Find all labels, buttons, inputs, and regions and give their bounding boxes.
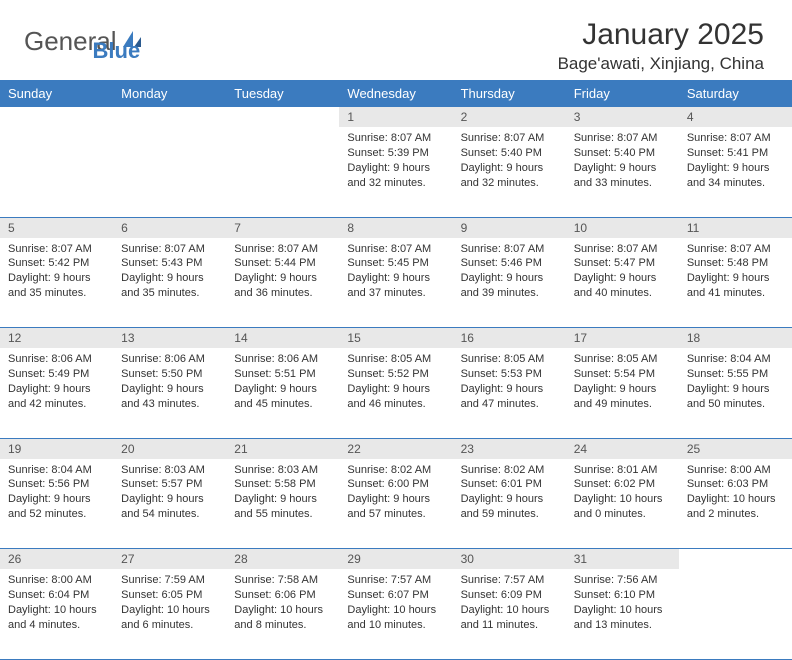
day-number: 13	[113, 328, 226, 348]
page-subtitle: Bage'awati, Xinjiang, China	[558, 54, 764, 74]
data-row: Sunrise: 8:07 AMSunset: 5:39 PMDaylight:…	[0, 127, 792, 217]
day-data: Sunrise: 8:07 AMSunset: 5:43 PMDaylight:…	[113, 238, 226, 309]
data-row: Sunrise: 8:04 AMSunset: 5:56 PMDaylight:…	[0, 459, 792, 549]
day-data: Sunrise: 8:04 AMSunset: 5:56 PMDaylight:…	[0, 459, 113, 530]
day-number: 29	[339, 549, 452, 569]
day-data: Sunrise: 7:57 AMSunset: 6:09 PMDaylight:…	[453, 569, 566, 640]
day-data	[679, 569, 792, 581]
day-number: 7	[226, 218, 339, 238]
day-data: Sunrise: 7:59 AMSunset: 6:05 PMDaylight:…	[113, 569, 226, 640]
day-data: Sunrise: 8:06 AMSunset: 5:50 PMDaylight:…	[113, 348, 226, 419]
day-number	[679, 549, 792, 569]
day-data: Sunrise: 8:01 AMSunset: 6:02 PMDaylight:…	[566, 459, 679, 530]
day-number	[226, 107, 339, 127]
day-data: Sunrise: 8:06 AMSunset: 5:51 PMDaylight:…	[226, 348, 339, 419]
day-data: Sunrise: 8:07 AMSunset: 5:41 PMDaylight:…	[679, 127, 792, 198]
day-data: Sunrise: 7:57 AMSunset: 6:07 PMDaylight:…	[339, 569, 452, 640]
title-block: January 2025 Bage'awati, Xinjiang, China	[558, 18, 764, 74]
day-number: 23	[453, 439, 566, 459]
day-number: 22	[339, 439, 452, 459]
day-data: Sunrise: 8:03 AMSunset: 5:58 PMDaylight:…	[226, 459, 339, 530]
day-number: 26	[0, 549, 113, 569]
weekday-header-row: SundayMondayTuesdayWednesdayThursdayFrid…	[0, 80, 792, 107]
day-data: Sunrise: 8:05 AMSunset: 5:54 PMDaylight:…	[566, 348, 679, 419]
weekday-header: Thursday	[453, 80, 566, 107]
day-number	[113, 107, 226, 127]
day-number: 5	[0, 218, 113, 238]
day-data: Sunrise: 8:02 AMSunset: 6:01 PMDaylight:…	[453, 459, 566, 530]
day-number: 8	[339, 218, 452, 238]
weekday-header: Monday	[113, 80, 226, 107]
weekday-header: Tuesday	[226, 80, 339, 107]
day-data: Sunrise: 8:07 AMSunset: 5:42 PMDaylight:…	[0, 238, 113, 309]
day-data: Sunrise: 8:05 AMSunset: 5:52 PMDaylight:…	[339, 348, 452, 419]
day-number: 31	[566, 549, 679, 569]
day-number: 1	[339, 107, 452, 127]
daynum-row: 12131415161718	[0, 328, 792, 349]
day-data: Sunrise: 8:07 AMSunset: 5:40 PMDaylight:…	[453, 127, 566, 198]
day-data: Sunrise: 8:07 AMSunset: 5:45 PMDaylight:…	[339, 238, 452, 309]
day-data: Sunrise: 8:00 AMSunset: 6:04 PMDaylight:…	[0, 569, 113, 640]
day-number: 19	[0, 439, 113, 459]
day-data: Sunrise: 8:07 AMSunset: 5:40 PMDaylight:…	[566, 127, 679, 198]
daynum-row: 1234	[0, 107, 792, 127]
day-data: Sunrise: 8:00 AMSunset: 6:03 PMDaylight:…	[679, 459, 792, 530]
day-number: 27	[113, 549, 226, 569]
data-row: Sunrise: 8:06 AMSunset: 5:49 PMDaylight:…	[0, 348, 792, 438]
day-number: 9	[453, 218, 566, 238]
day-number: 4	[679, 107, 792, 127]
day-data	[226, 127, 339, 139]
day-number: 11	[679, 218, 792, 238]
logo-text-blue: Blue	[93, 38, 141, 64]
weekday-header: Friday	[566, 80, 679, 107]
day-data: Sunrise: 7:58 AMSunset: 6:06 PMDaylight:…	[226, 569, 339, 640]
day-data: Sunrise: 8:05 AMSunset: 5:53 PMDaylight:…	[453, 348, 566, 419]
daynum-row: 19202122232425	[0, 438, 792, 459]
day-data: Sunrise: 8:03 AMSunset: 5:57 PMDaylight:…	[113, 459, 226, 530]
day-number: 25	[679, 439, 792, 459]
day-data: Sunrise: 7:56 AMSunset: 6:10 PMDaylight:…	[566, 569, 679, 640]
day-number: 2	[453, 107, 566, 127]
day-number: 28	[226, 549, 339, 569]
day-number: 6	[113, 218, 226, 238]
day-data: Sunrise: 8:06 AMSunset: 5:49 PMDaylight:…	[0, 348, 113, 419]
calendar-table: SundayMondayTuesdayWednesdayThursdayFrid…	[0, 80, 792, 660]
day-number: 12	[0, 328, 113, 348]
day-number: 30	[453, 549, 566, 569]
day-number: 10	[566, 218, 679, 238]
day-data: Sunrise: 8:07 AMSunset: 5:39 PMDaylight:…	[339, 127, 452, 198]
day-data: Sunrise: 8:07 AMSunset: 5:48 PMDaylight:…	[679, 238, 792, 309]
calendar-body: 1234Sunrise: 8:07 AMSunset: 5:39 PMDayli…	[0, 107, 792, 659]
day-data	[0, 127, 113, 139]
day-number: 16	[453, 328, 566, 348]
weekday-header: Wednesday	[339, 80, 452, 107]
day-number: 24	[566, 439, 679, 459]
day-number: 17	[566, 328, 679, 348]
day-number: 15	[339, 328, 452, 348]
day-number: 21	[226, 439, 339, 459]
page-title: January 2025	[558, 18, 764, 52]
day-number: 3	[566, 107, 679, 127]
weekday-header: Saturday	[679, 80, 792, 107]
day-number: 18	[679, 328, 792, 348]
day-data	[113, 127, 226, 139]
day-number: 20	[113, 439, 226, 459]
weekday-header: Sunday	[0, 80, 113, 107]
logo: General Blue	[24, 18, 140, 64]
day-data: Sunrise: 8:07 AMSunset: 5:44 PMDaylight:…	[226, 238, 339, 309]
daynum-row: 262728293031	[0, 549, 792, 570]
day-data: Sunrise: 8:04 AMSunset: 5:55 PMDaylight:…	[679, 348, 792, 419]
daynum-row: 567891011	[0, 217, 792, 238]
day-data: Sunrise: 8:07 AMSunset: 5:46 PMDaylight:…	[453, 238, 566, 309]
data-row: Sunrise: 8:00 AMSunset: 6:04 PMDaylight:…	[0, 569, 792, 659]
header: General Blue January 2025 Bage'awati, Xi…	[0, 0, 792, 80]
day-number	[0, 107, 113, 127]
day-number: 14	[226, 328, 339, 348]
data-row: Sunrise: 8:07 AMSunset: 5:42 PMDaylight:…	[0, 238, 792, 328]
day-data: Sunrise: 8:07 AMSunset: 5:47 PMDaylight:…	[566, 238, 679, 309]
day-data: Sunrise: 8:02 AMSunset: 6:00 PMDaylight:…	[339, 459, 452, 530]
